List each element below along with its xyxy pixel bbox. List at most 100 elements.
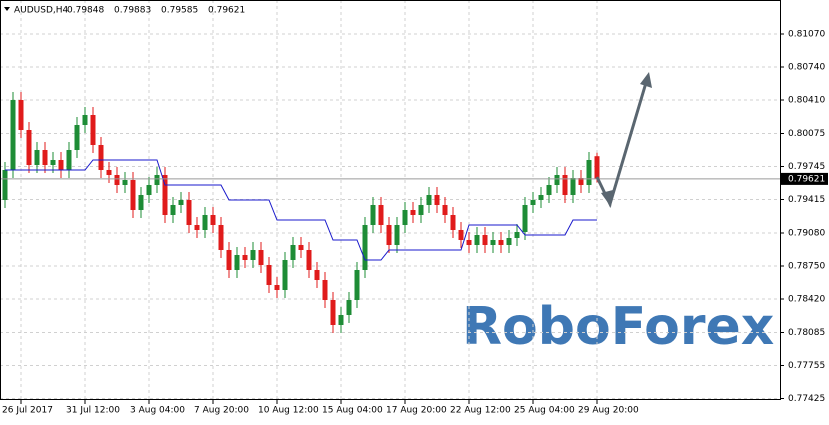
header-low: 0.79585 xyxy=(161,6,198,16)
candle-body xyxy=(226,250,232,270)
header-close: 0.79621 xyxy=(208,6,245,16)
header-high: 0.79883 xyxy=(114,6,151,16)
candle-body xyxy=(322,280,328,300)
candle-body xyxy=(98,145,104,170)
candle-body xyxy=(274,285,280,290)
candle-body xyxy=(330,300,336,325)
candle-body xyxy=(562,175,568,195)
candle-body xyxy=(138,195,144,210)
candle-body xyxy=(578,178,584,185)
x-tick-label: 17 Aug 20:00 xyxy=(386,406,447,416)
y-tick-label: 0.77755 xyxy=(788,361,825,371)
candle-body xyxy=(394,225,400,245)
candle-body xyxy=(202,215,208,230)
y-tick-label: 0.78420 xyxy=(788,295,825,305)
candle-body xyxy=(170,205,176,215)
price-tag xyxy=(780,172,828,185)
y-tick-label: 0.79745 xyxy=(788,162,825,172)
candle-body xyxy=(506,238,512,245)
candle-body xyxy=(26,130,32,165)
candle-body xyxy=(250,250,256,260)
candle-body xyxy=(290,245,296,260)
candle-body xyxy=(82,115,88,125)
header-open: 0.79848 xyxy=(67,6,104,16)
y-tick-label: 0.80075 xyxy=(788,129,825,139)
candle-body xyxy=(194,225,200,230)
candle-body xyxy=(130,180,136,210)
candle-body xyxy=(538,195,544,200)
x-tick-label: 25 Aug 04:00 xyxy=(514,406,575,416)
watermark: RoboForex xyxy=(462,297,774,357)
candle-body xyxy=(314,270,320,280)
candle-body xyxy=(490,240,496,245)
x-tick-label: 31 Jul 12:00 xyxy=(66,406,120,416)
x-tick-label: 10 Aug 12:00 xyxy=(258,406,319,416)
candle-body xyxy=(114,175,120,185)
candle-body xyxy=(178,200,184,205)
candle-body xyxy=(58,160,64,170)
x-tick-label: 22 Aug 12:00 xyxy=(450,406,511,416)
candle-body xyxy=(122,180,128,185)
candle-body xyxy=(546,185,552,195)
candle-body xyxy=(522,205,528,232)
candle-body xyxy=(586,160,592,185)
candle-body xyxy=(474,235,480,245)
candle-body xyxy=(298,245,304,250)
x-tick-label: 29 Aug 20:00 xyxy=(578,406,639,416)
candle-body xyxy=(498,240,504,245)
candle-body xyxy=(354,270,360,300)
candle-body xyxy=(434,195,440,205)
y-tick-label: 0.81070 xyxy=(788,30,825,40)
candle-body xyxy=(50,160,56,165)
kijun-line xyxy=(5,159,597,261)
y-tick-label: 0.80740 xyxy=(788,63,825,73)
arrow-head xyxy=(601,190,613,207)
price-tag-label: 0.79621 xyxy=(788,174,825,184)
candle-body xyxy=(530,200,536,205)
candle-body xyxy=(450,215,456,230)
candle-body xyxy=(210,215,216,225)
plot-frame xyxy=(0,0,781,400)
y-tick-label: 0.80410 xyxy=(788,96,825,106)
candle-body xyxy=(186,200,192,225)
candle-body xyxy=(482,235,488,245)
candle-body xyxy=(402,210,408,225)
candle-body xyxy=(594,156,600,179)
candle-body xyxy=(242,255,248,260)
candle-body xyxy=(146,185,152,195)
candle-body xyxy=(258,250,264,265)
candle-body xyxy=(106,170,112,175)
y-tick-label: 0.78750 xyxy=(788,262,825,272)
candle-body xyxy=(362,225,368,270)
candle-body xyxy=(34,150,40,165)
menu-triangle xyxy=(4,7,10,11)
y-tick-label: 0.79080 xyxy=(788,229,825,239)
candle-body xyxy=(154,175,160,185)
candle-body xyxy=(266,265,272,285)
candle-body xyxy=(386,225,392,245)
candle-body xyxy=(74,125,80,150)
candle-body xyxy=(442,205,448,215)
candle-body xyxy=(346,300,352,315)
candle-body xyxy=(338,315,344,325)
candle-body xyxy=(218,225,224,250)
candle-body xyxy=(554,175,560,185)
symbol: AUDUSD,H4 xyxy=(14,6,69,16)
x-tick-label: 7 Aug 20:00 xyxy=(194,406,249,416)
x-tick-label: 3 Aug 04:00 xyxy=(130,406,185,416)
candle-body xyxy=(10,100,16,170)
candle-body xyxy=(90,115,96,145)
candle-body xyxy=(306,250,312,270)
candle-body xyxy=(282,260,288,290)
y-tick-label: 0.79415 xyxy=(788,195,825,205)
candle-body xyxy=(458,230,464,240)
candle-body xyxy=(18,100,24,130)
x-tick-label: 26 Jul 2017 xyxy=(2,406,53,416)
arrow-head xyxy=(640,72,652,88)
candle-body xyxy=(410,210,416,215)
candle-body xyxy=(2,170,8,200)
candle-body xyxy=(418,205,424,215)
candle-body xyxy=(466,240,472,245)
y-tick-label: 0.78085 xyxy=(788,328,825,338)
